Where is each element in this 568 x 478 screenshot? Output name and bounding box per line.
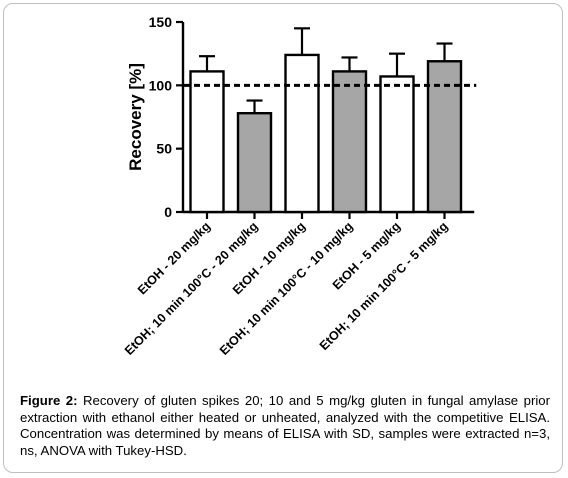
figure-frame [3,3,563,473]
y-tick-label: 100 [149,77,173,93]
bar [189,70,225,214]
bar [236,111,273,214]
bar [379,75,415,214]
caption-text: Recovery of gluten spikes 20; 10 and 5 m… [20,393,550,458]
y-tick-label: 50 [156,141,172,157]
y-tick-label: 0 [164,204,172,220]
y-tick-label: 150 [149,14,173,30]
caption-label: Figure 2: [20,393,78,408]
bar [284,53,320,214]
bar [331,70,368,214]
figure-caption: Figure 2: Recovery of gluten spikes 20; … [20,393,550,459]
y-axis-title: Recovery [%] [126,63,145,171]
